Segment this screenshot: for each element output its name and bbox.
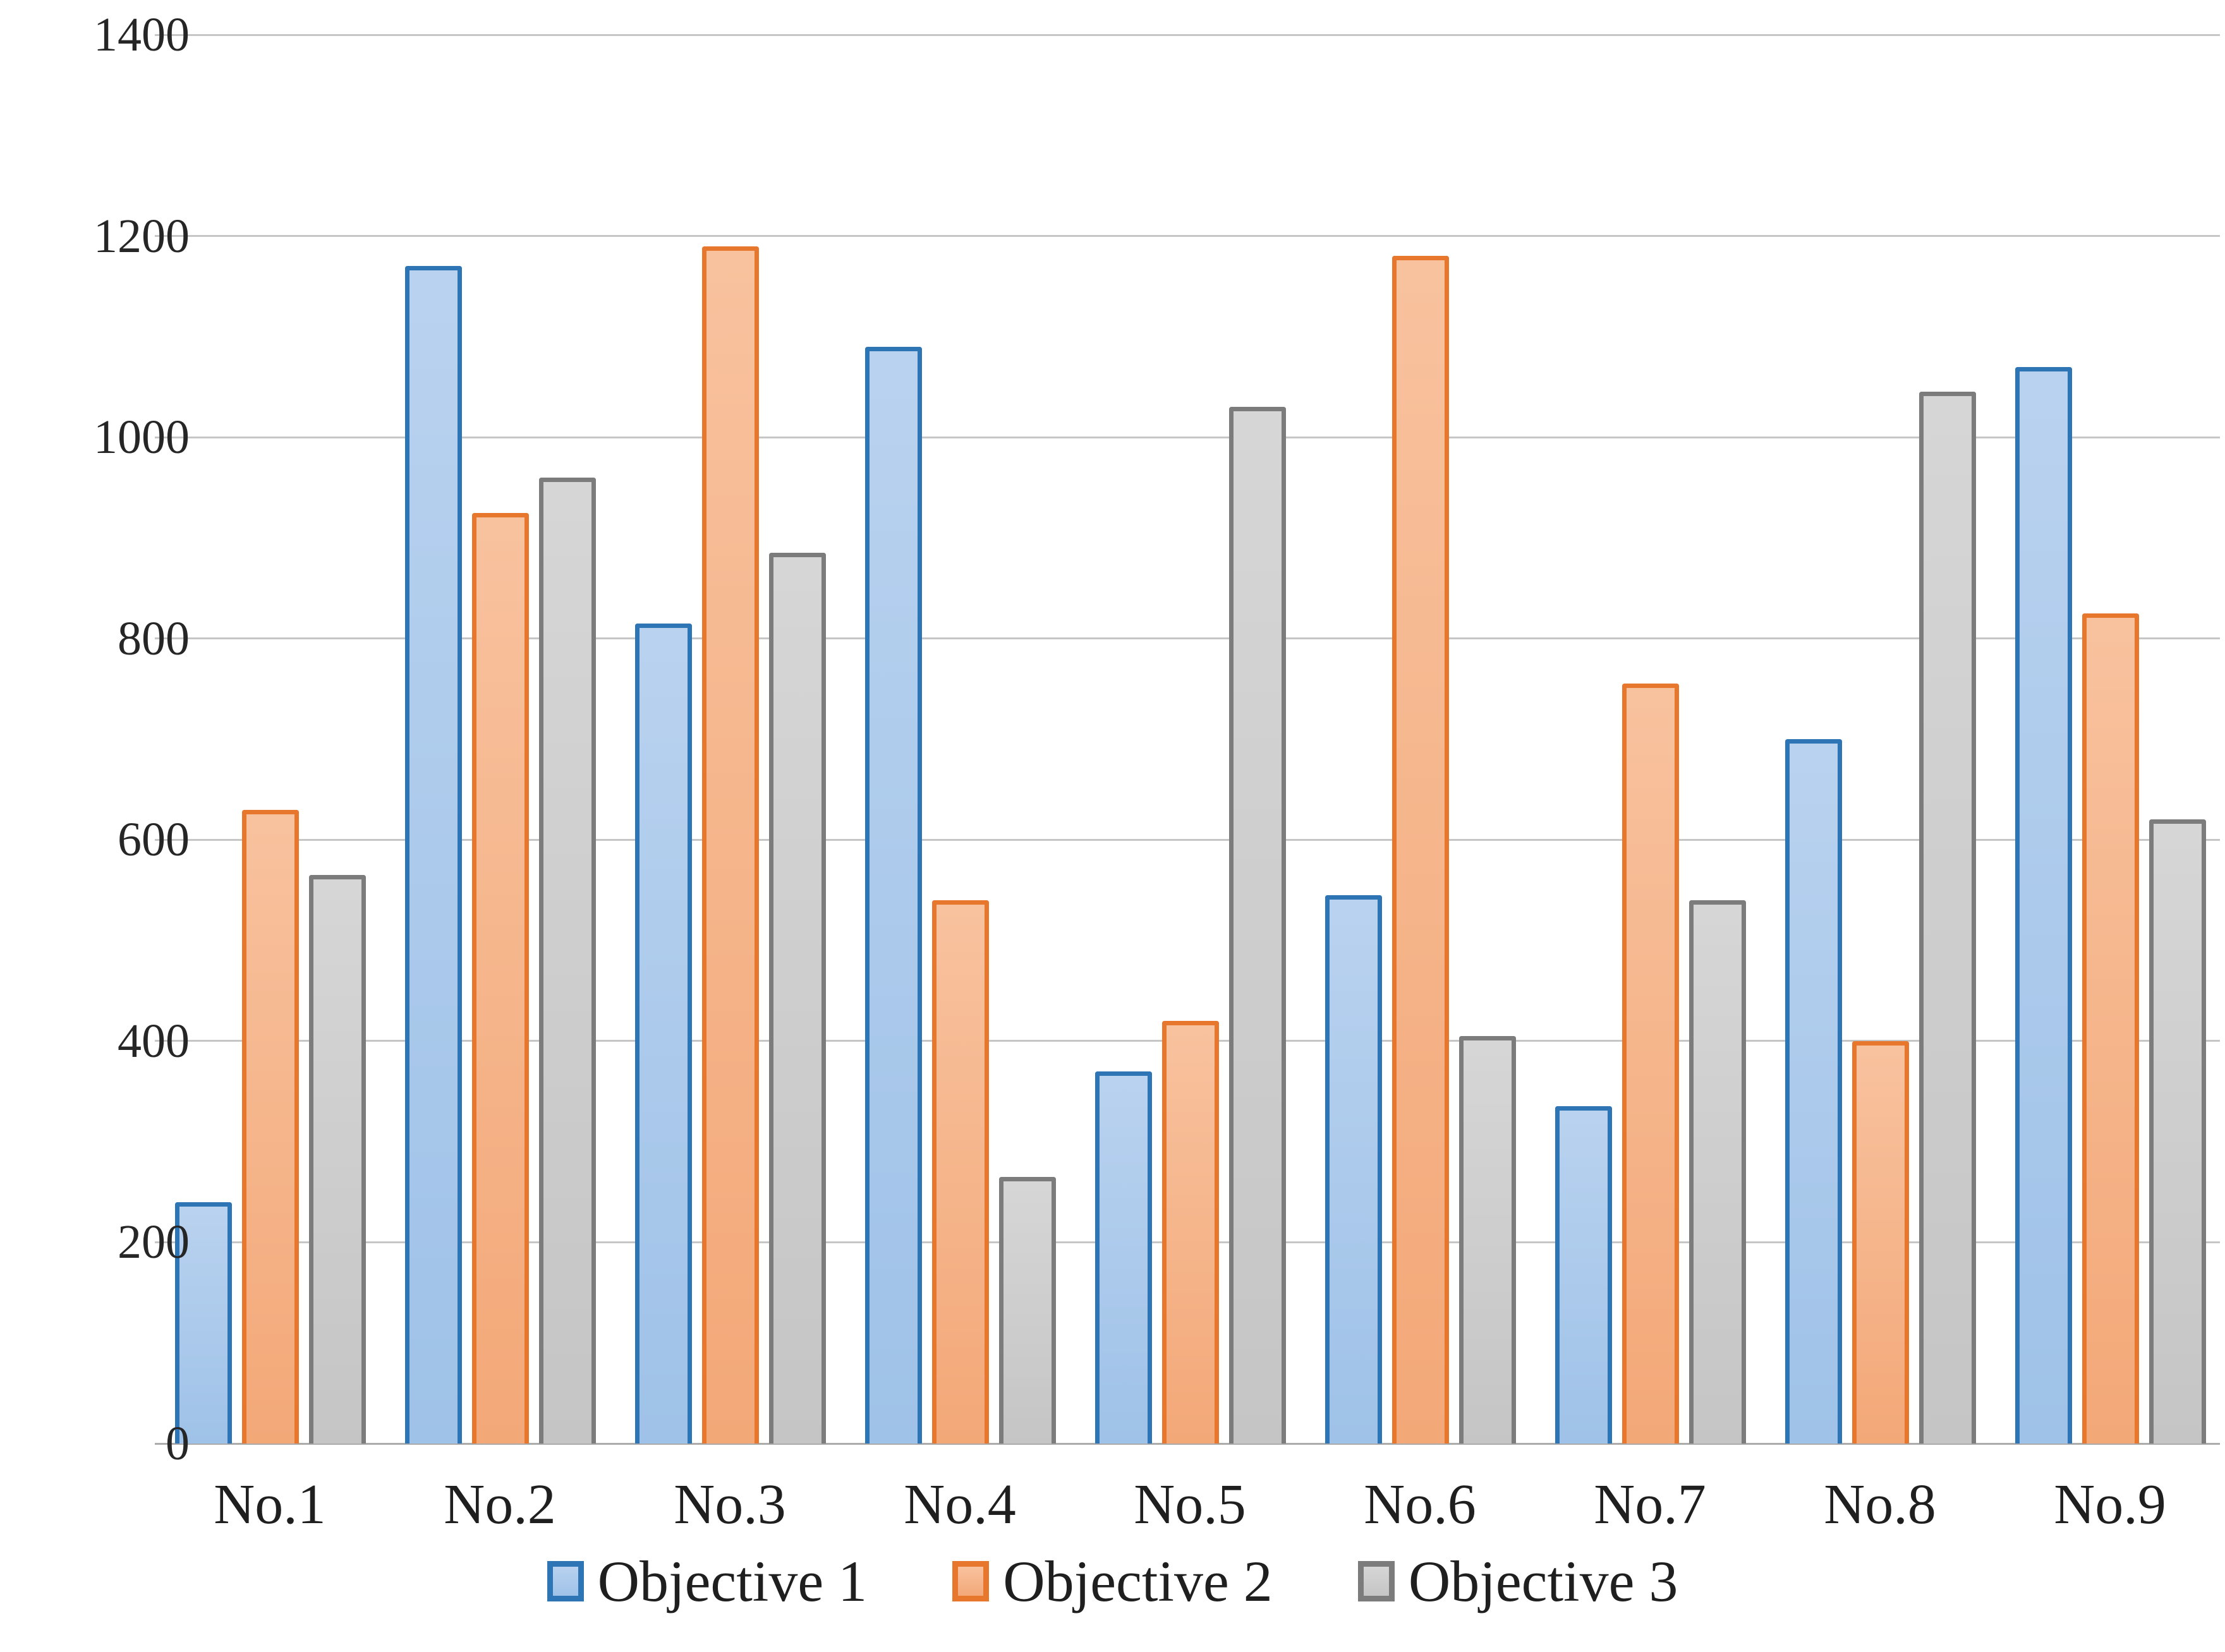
bar-objective3-no2 bbox=[539, 478, 596, 1444]
bar-objective3-no8 bbox=[1919, 392, 1976, 1444]
bar-objective2-no3 bbox=[702, 246, 759, 1444]
gridline-800 bbox=[155, 637, 2220, 640]
bar-objective1-no3 bbox=[635, 624, 692, 1444]
y-tick-label-1200: 1200 bbox=[94, 209, 190, 263]
bar-objective2-no8 bbox=[1852, 1041, 1909, 1444]
y-tick-label-0: 0 bbox=[166, 1417, 190, 1470]
bar-objective1-no9 bbox=[2015, 367, 2072, 1444]
bar-objective1-no2 bbox=[405, 266, 462, 1444]
legend-item-objective-1: Objective 1 bbox=[547, 1546, 868, 1616]
x-axis-line bbox=[155, 1442, 2220, 1445]
legend: Objective 1 Objective 2 Objective 3 bbox=[0, 1546, 2225, 1616]
y-tick-label-1400: 1400 bbox=[94, 8, 190, 61]
legend-item-objective-3: Objective 3 bbox=[1357, 1546, 1678, 1616]
bar-objective1-no4 bbox=[865, 347, 922, 1444]
bar-objective2-no5 bbox=[1162, 1021, 1219, 1444]
gridline-1200 bbox=[155, 235, 2220, 238]
gridline-1400 bbox=[155, 33, 2220, 36]
bar-objective1-no6 bbox=[1325, 895, 1382, 1444]
bar-objective3-no6 bbox=[1459, 1036, 1516, 1444]
x-tick-label-no1: No.1 bbox=[214, 1473, 326, 1536]
bar-objective3-no7 bbox=[1689, 900, 1746, 1444]
bar-objective3-no9 bbox=[2149, 819, 2206, 1444]
bar-objective1-no7 bbox=[1555, 1106, 1612, 1444]
legend-swatch-icon bbox=[547, 1561, 584, 1601]
y-tick-label-1000: 1000 bbox=[94, 411, 190, 464]
legend-swatch-icon bbox=[952, 1561, 990, 1601]
x-tick-label-no5: No.5 bbox=[1134, 1473, 1246, 1536]
legend-swatch-icon bbox=[1357, 1561, 1395, 1601]
x-tick-label-no8: No.8 bbox=[1824, 1473, 1936, 1536]
bar-objective3-no1 bbox=[309, 875, 366, 1444]
bar-objective2-no2 bbox=[472, 513, 529, 1444]
x-tick-label-no9: No.9 bbox=[2054, 1473, 2166, 1536]
plot-area bbox=[155, 33, 2220, 1445]
legend-label: Objective 1 bbox=[597, 1549, 868, 1613]
x-tick-label-no4: No.4 bbox=[904, 1473, 1016, 1536]
bar-objective1-no8 bbox=[1785, 739, 1842, 1444]
bar-objective2-no4 bbox=[932, 900, 989, 1444]
y-tick-label-200: 200 bbox=[118, 1215, 190, 1269]
legend-item-objective-2: Objective 2 bbox=[952, 1546, 1273, 1616]
gridline-600 bbox=[155, 838, 2220, 841]
x-tick-label-no7: No.7 bbox=[1594, 1473, 1706, 1536]
gridline-1000 bbox=[155, 436, 2220, 438]
bar-objective3-no3 bbox=[769, 553, 826, 1444]
bar-objective3-no5 bbox=[1229, 407, 1286, 1444]
x-tick-label-no3: No.3 bbox=[674, 1473, 786, 1536]
y-tick-label-600: 600 bbox=[118, 813, 190, 867]
y-tick-label-400: 400 bbox=[118, 1014, 190, 1068]
bar-objective2-no1 bbox=[242, 810, 299, 1444]
bar-objective2-no9 bbox=[2082, 613, 2139, 1444]
legend-label: Objective 3 bbox=[1408, 1549, 1678, 1613]
y-tick-label-800: 800 bbox=[118, 612, 190, 665]
bar-objective1-no5 bbox=[1095, 1071, 1152, 1444]
bar-objective2-no7 bbox=[1622, 684, 1679, 1444]
bar-objective1-no1 bbox=[175, 1202, 232, 1444]
bar-objective3-no4 bbox=[999, 1177, 1056, 1444]
x-tick-label-no6: No.6 bbox=[1364, 1473, 1476, 1536]
x-tick-label-no2: No.2 bbox=[444, 1473, 556, 1536]
legend-label: Objective 2 bbox=[1003, 1549, 1273, 1613]
bar-objective2-no6 bbox=[1392, 256, 1449, 1444]
